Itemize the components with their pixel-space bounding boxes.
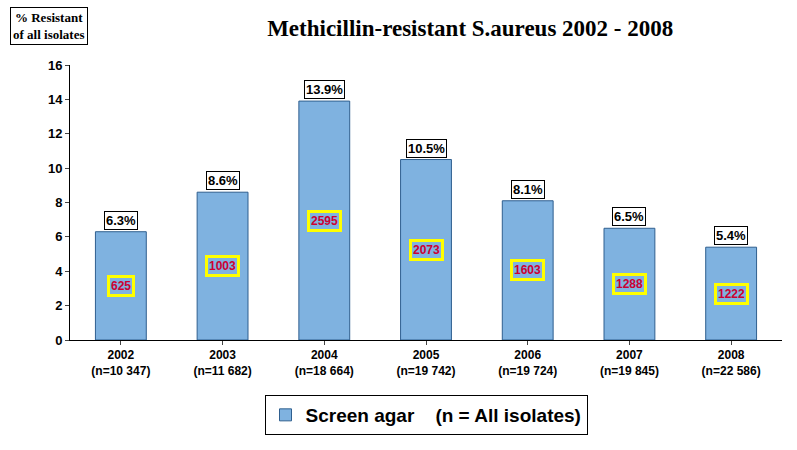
svg-text:10.5%: 10.5% (408, 141, 445, 156)
svg-text:2004(n=18 664): 2004(n=18 664) (295, 348, 354, 378)
svg-text:1222: 1222 (718, 287, 745, 301)
svg-text:0: 0 (55, 333, 62, 348)
svg-text:% Resistantof all isolates: % Resistantof all isolates (13, 10, 85, 42)
svg-text:8.6%: 8.6% (208, 173, 238, 188)
svg-text:2006(n=19 724): 2006(n=19 724) (498, 348, 557, 378)
svg-text:625: 625 (111, 279, 131, 293)
svg-text:2003(n=11 682): 2003(n=11 682) (193, 348, 251, 378)
svg-text:2002(n=10 347): 2002(n=10 347) (91, 348, 150, 378)
svg-text:14: 14 (48, 92, 63, 107)
svg-text:16: 16 (48, 58, 62, 73)
svg-text:2005(n=19 742): 2005(n=19 742) (396, 348, 455, 378)
svg-text:6.5%: 6.5% (614, 209, 644, 224)
svg-text:13.9%: 13.9% (306, 82, 343, 97)
svg-text:6: 6 (55, 229, 62, 244)
svg-text:Screen agar (n = All isolat: Screen agar (n = All isolates) (306, 405, 581, 426)
svg-text:1288: 1288 (616, 277, 643, 291)
svg-text:1603: 1603 (514, 263, 541, 277)
svg-text:5.4%: 5.4% (716, 228, 746, 243)
svg-text:2008(n=22 586): 2008(n=22 586) (702, 348, 761, 378)
svg-text:6.3%: 6.3% (106, 213, 136, 228)
svg-text:1003: 1003 (209, 259, 236, 273)
svg-text:Methicillin-resistant S.aureus: Methicillin-resistant S.aureus 2002 - 20… (267, 16, 673, 41)
svg-text:2073: 2073 (413, 243, 440, 257)
svg-text:10: 10 (48, 161, 62, 176)
svg-text:2: 2 (55, 298, 62, 313)
svg-text:2007(n=19 845): 2007(n=19 845) (600, 348, 659, 378)
svg-text:12: 12 (48, 126, 62, 141)
svg-text:2595: 2595 (311, 214, 338, 228)
svg-text:8: 8 (55, 195, 62, 210)
svg-text:8.1%: 8.1% (513, 182, 543, 197)
svg-text:4: 4 (55, 264, 63, 279)
